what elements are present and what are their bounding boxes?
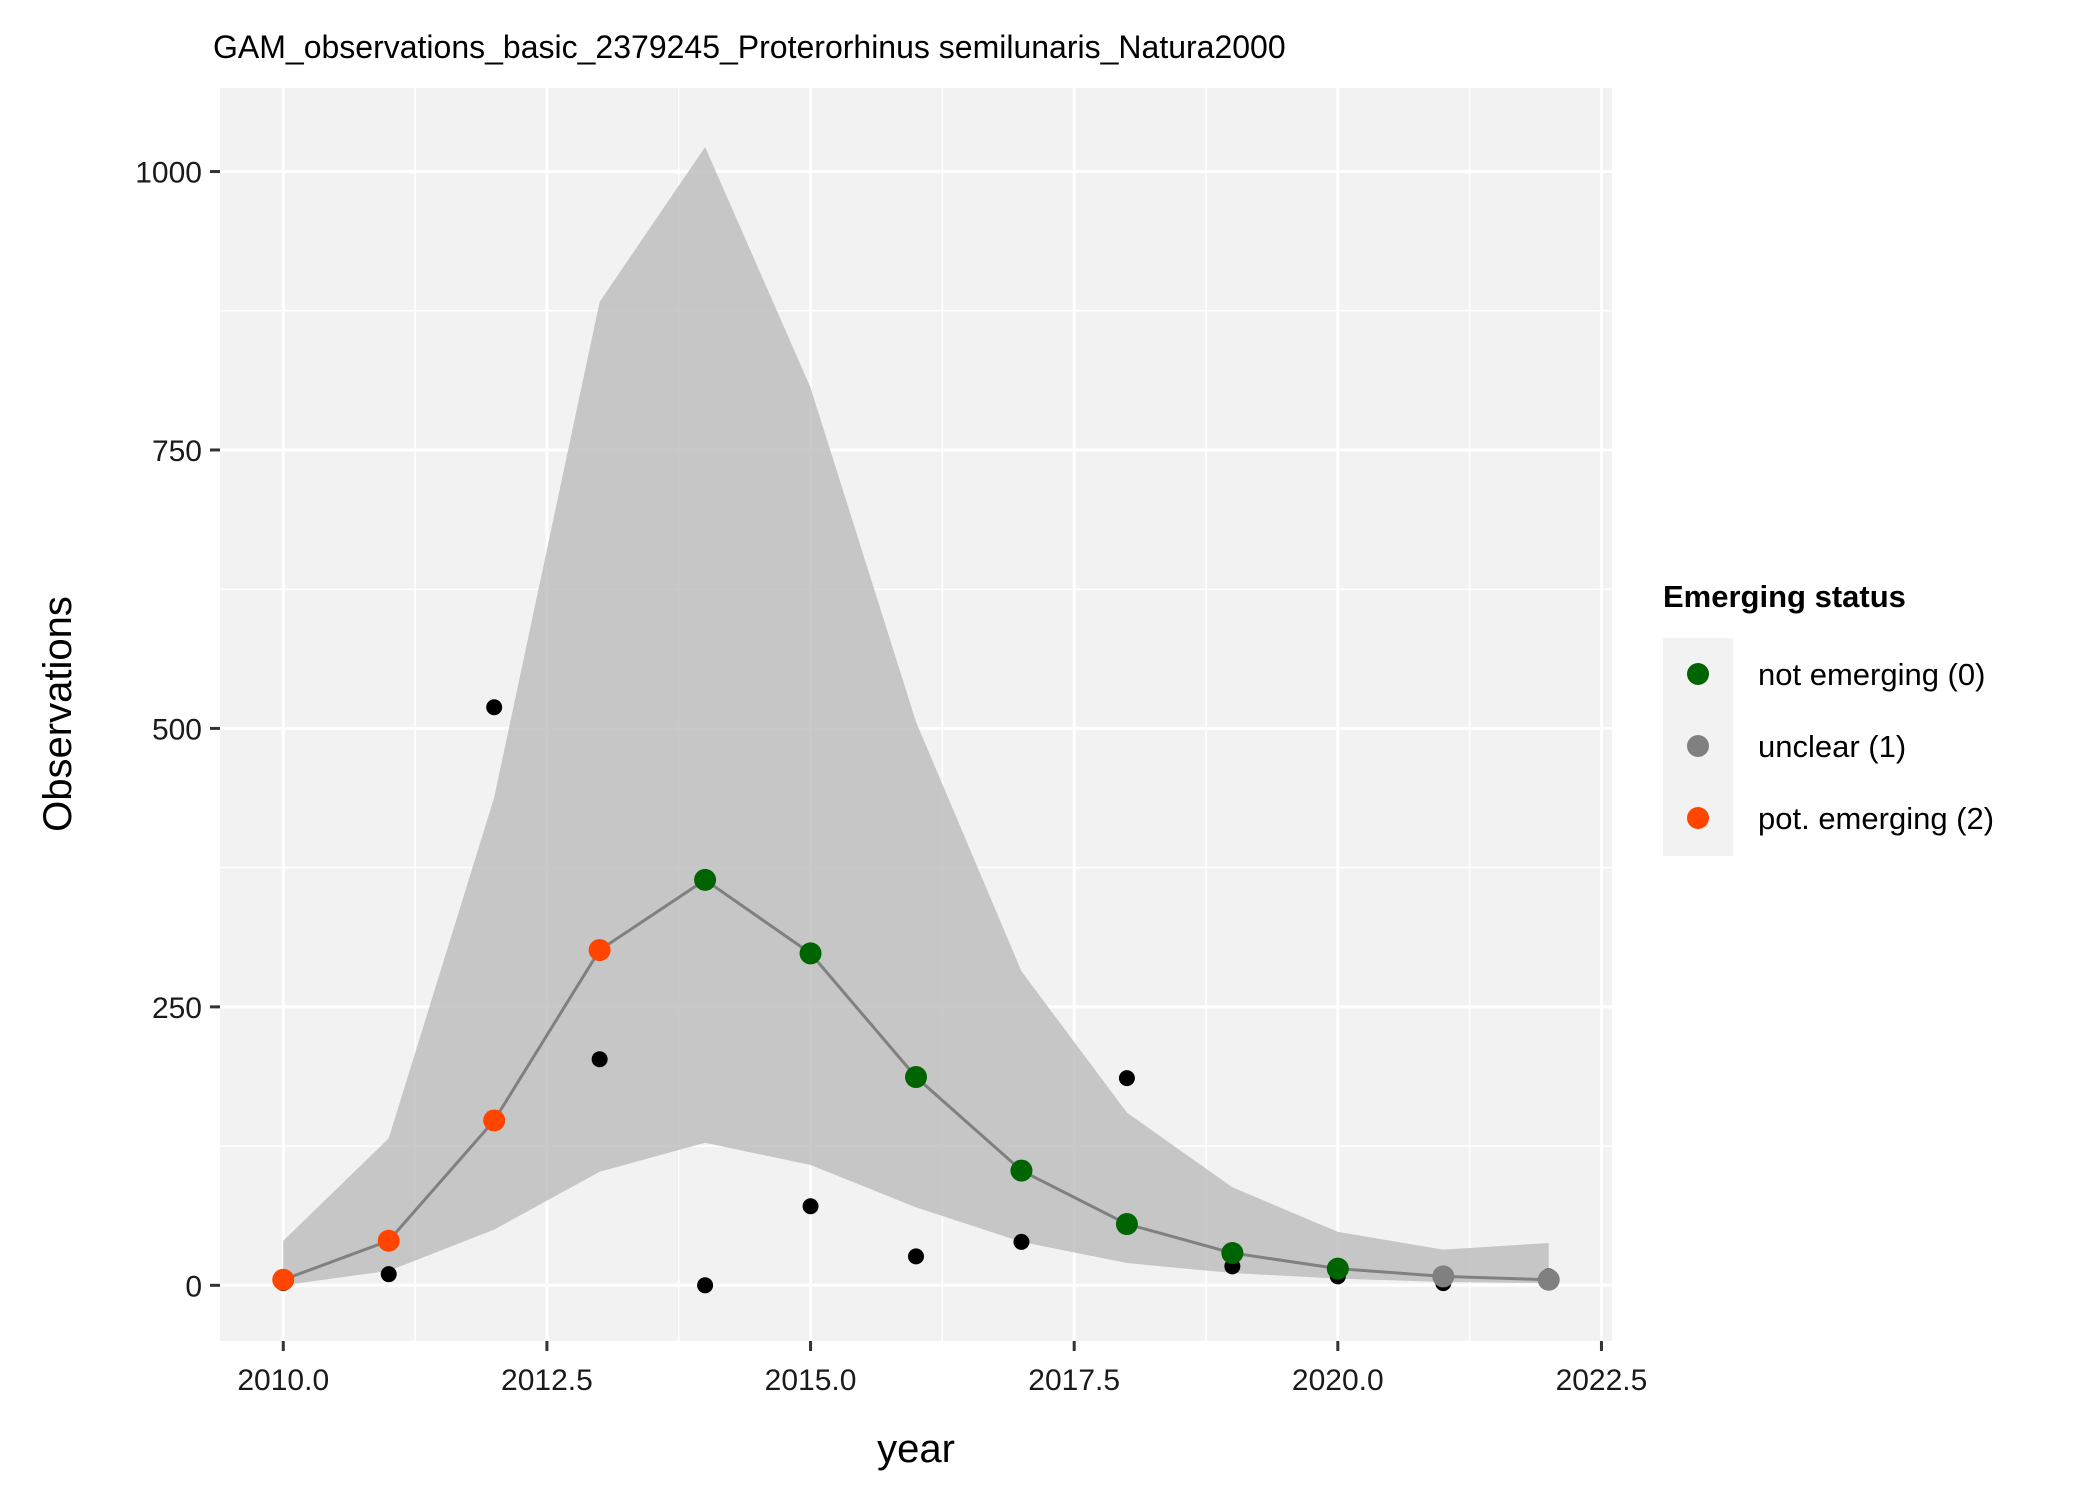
status-point xyxy=(905,1066,927,1089)
legend-label: not emerging (0) xyxy=(1758,657,1985,692)
x-tick-label: 2020.0 xyxy=(1292,1364,1384,1397)
status-point xyxy=(377,1229,400,1252)
chart-title: GAM_observations_basic_2379245_Proterorh… xyxy=(213,29,1286,65)
observed-point xyxy=(697,1277,714,1294)
observed-point xyxy=(1118,1070,1135,1087)
y-axis-title: Observations xyxy=(36,596,80,832)
x-axis: 2010.0 2012.5 2015.0 2017.5 2020.0 2022.5 xyxy=(237,1341,1647,1397)
observed-point xyxy=(486,699,503,716)
observed-point xyxy=(380,1266,397,1283)
legend-title: Emerging status xyxy=(1663,579,1906,614)
x-tick-label: 2012.5 xyxy=(501,1364,593,1397)
x-tick-label: 2022.5 xyxy=(1556,1364,1648,1397)
y-axis: 0 250 500 750 1000 xyxy=(135,157,220,1303)
status-point xyxy=(1432,1265,1455,1288)
status-point xyxy=(1010,1159,1033,1182)
x-tick-label: 2017.5 xyxy=(1028,1364,1120,1397)
status-point xyxy=(1326,1257,1349,1280)
status-point xyxy=(1537,1268,1560,1291)
observed-point xyxy=(802,1198,819,1215)
legend-label: pot. emerging (2) xyxy=(1758,801,1994,836)
legend: Emerging status not emerging (0) unclear … xyxy=(1663,579,1994,856)
legend-label: unclear (1) xyxy=(1758,729,1906,764)
x-tick-label: 2015.0 xyxy=(765,1364,857,1397)
legend-key-2 xyxy=(1687,807,1709,829)
status-point xyxy=(694,868,717,891)
confidence-ribbon xyxy=(283,147,1549,1286)
y-tick-label: 250 xyxy=(152,992,202,1025)
y-tick-label: 750 xyxy=(152,435,202,468)
y-tick-label: 500 xyxy=(152,713,202,746)
status-point xyxy=(483,1109,506,1132)
x-tick-label: 2010.0 xyxy=(237,1364,329,1397)
y-tick-label: 1000 xyxy=(135,157,202,190)
status-point xyxy=(588,939,611,962)
status-points-layer xyxy=(272,868,1560,1291)
legend-key-0 xyxy=(1687,663,1709,685)
y-tick-label: 0 xyxy=(185,1270,202,1303)
legend-key-1 xyxy=(1687,735,1709,757)
status-point xyxy=(1221,1242,1244,1265)
observed-point xyxy=(1013,1233,1030,1250)
status-point xyxy=(1115,1213,1138,1236)
legend-items: not emerging (0) unclear (1) pot. emerging… xyxy=(1687,657,1994,836)
observed-point xyxy=(908,1248,924,1265)
status-point xyxy=(799,942,822,965)
confidence-ribbon-layer xyxy=(283,147,1549,1286)
observed-point xyxy=(591,1051,608,1068)
status-point xyxy=(272,1268,295,1291)
x-axis-title: year xyxy=(877,1427,955,1471)
